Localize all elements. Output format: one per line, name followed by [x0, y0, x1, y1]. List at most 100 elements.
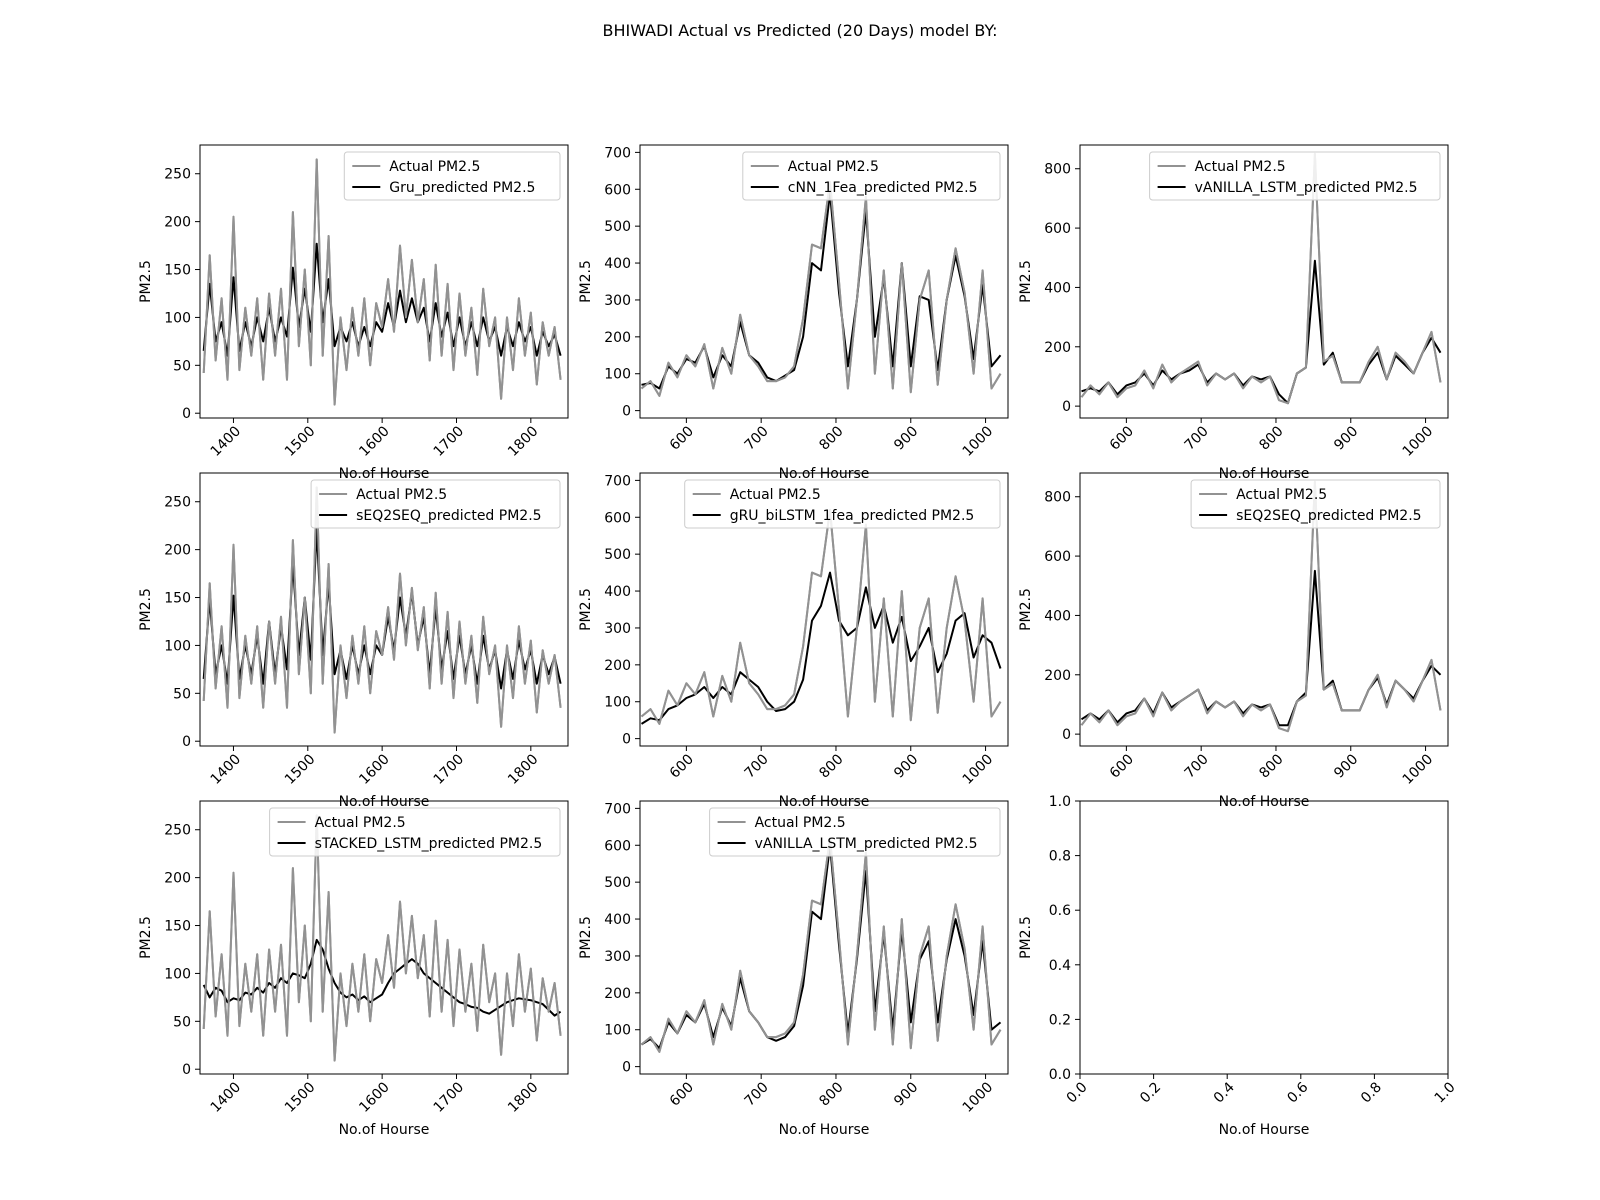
legend-entry: Actual PM2.5	[356, 487, 447, 503]
y-axis-label: PM2.5	[138, 260, 154, 303]
axes-frame	[639, 800, 1009, 1075]
y-tick-label: 0	[182, 406, 191, 422]
x-axis-label: No.of Hourse	[1219, 794, 1310, 810]
legend-entry: vANILLA_LSTM_predicted PM2.5	[1195, 180, 1418, 196]
legend-box	[343, 151, 561, 201]
y-tick-label: 50	[173, 1014, 191, 1030]
y-tick-label: 700	[604, 801, 631, 817]
axes-frame	[1079, 144, 1449, 419]
x-axis-label: No.of Hourse	[779, 1122, 870, 1138]
y-tick-label: 800	[1044, 162, 1071, 178]
y-axis-label: PM2.5	[578, 260, 594, 303]
axes-frame	[199, 800, 569, 1075]
series-line-actual-overlay	[640, 508, 1002, 725]
x-axis-label: No.of Hourse	[779, 794, 870, 810]
legend-entry: Actual PM2.5	[1195, 159, 1286, 175]
y-tick-label: 800	[1044, 490, 1071, 506]
legend-entry: Actual PM2.5	[755, 815, 846, 831]
axes-frame	[1079, 800, 1449, 1075]
y-tick-label: 600	[604, 838, 631, 854]
series-line-predicted	[640, 571, 1002, 725]
axes-frame	[1079, 472, 1449, 747]
y-tick-label: 150	[164, 263, 191, 279]
legend-entry: cNN_1Fea_predicted PM2.5	[788, 180, 978, 196]
y-axis-label: PM2.5	[1018, 916, 1034, 959]
legend-entry: Actual PM2.5	[1236, 487, 1327, 503]
y-axis-label: PM2.5	[138, 916, 154, 959]
series-line-actual-overlay	[202, 158, 562, 406]
axes-frame	[639, 144, 1009, 419]
y-tick-label: 0	[622, 404, 631, 420]
y-axis-label: PM2.5	[1018, 588, 1034, 631]
y-tick-label: 250	[164, 167, 191, 183]
y-tick-label: 500	[604, 875, 631, 891]
y-tick-label: 150	[164, 591, 191, 607]
y-tick-label: 0	[182, 734, 191, 750]
y-tick-label: 400	[604, 256, 631, 272]
y-tick-label: 400	[1044, 608, 1071, 624]
x-axis-label: No.of Hourse	[339, 794, 430, 810]
y-tick-label: 0.4	[1049, 958, 1071, 974]
y-tick-label: 50	[173, 358, 191, 374]
y-tick-label: 100	[164, 310, 191, 326]
y-tick-label: 100	[164, 638, 191, 654]
y-tick-label: 0	[622, 732, 631, 748]
y-tick-label: 600	[604, 182, 631, 198]
y-tick-label: 200	[164, 543, 191, 559]
legend-entry: sEQ2SEQ_predicted PM2.5	[1236, 508, 1421, 524]
y-tick-label: 600	[1044, 549, 1071, 565]
series-line-actual-overlay	[640, 836, 1002, 1053]
legend-entry: vANILLA_LSTM_predicted PM2.5	[755, 836, 978, 852]
x-axis-label: No.of Hourse	[1219, 1122, 1310, 1138]
y-tick-label: 50	[173, 686, 191, 702]
y-tick-label: 200	[1044, 668, 1071, 684]
y-tick-label: 400	[604, 912, 631, 928]
y-tick-label: 0.6	[1049, 903, 1071, 919]
y-tick-label: 300	[604, 621, 631, 637]
legend: Actual PM2.5 Gru_predicted PM2.5	[343, 151, 561, 201]
legend: Actual PM2.5 sTACKED_LSTM_predicted PM2.5	[269, 807, 561, 857]
legend-box	[269, 807, 561, 857]
y-tick-label: 200	[164, 871, 191, 887]
y-tick-label: 200	[604, 330, 631, 346]
legend-entry: sEQ2SEQ_predicted PM2.5	[356, 508, 541, 524]
y-tick-label: 600	[1044, 221, 1071, 237]
y-tick-label: 150	[164, 919, 191, 935]
y-tick-label: 100	[604, 367, 631, 383]
legend-box	[1149, 151, 1441, 201]
axes-frame	[639, 472, 1009, 747]
legend: Actual PM2.5 cNN_1Fea_predicted PM2.5	[742, 151, 1001, 201]
legend: Actual PM2.5 sEQ2SEQ_predicted PM2.5	[310, 479, 561, 529]
y-tick-label: 0.2	[1049, 1012, 1071, 1028]
legend-entry: Actual PM2.5	[389, 159, 480, 175]
y-axis-label: PM2.5	[138, 588, 154, 631]
y-tick-label: 200	[604, 658, 631, 674]
y-tick-label: 100	[164, 966, 191, 982]
y-tick-label: 0	[182, 1062, 191, 1078]
legend-entry: Actual PM2.5	[730, 487, 821, 503]
legend: Actual PM2.5 vANILLA_LSTM_predicted PM2.5	[1149, 151, 1441, 201]
legend: Actual PM2.5 gRU_biLSTM_1fea_predicted PM…	[684, 479, 1001, 529]
figure-suptitle: BHIWADI Actual vs Predicted (20 Days) mo…	[602, 21, 997, 40]
y-tick-label: 200	[164, 215, 191, 231]
axes-frame	[199, 472, 569, 747]
legend-entry: Gru_predicted PM2.5	[389, 180, 535, 196]
series-line-predicted	[202, 938, 562, 1017]
x-axis-label: No.of Hourse	[339, 1122, 430, 1138]
y-tick-label: 700	[604, 473, 631, 489]
y-tick-label: 0	[622, 1060, 631, 1076]
y-tick-label: 100	[604, 695, 631, 711]
legend-entry: Actual PM2.5	[788, 159, 879, 175]
y-tick-label: 0.0	[1049, 1067, 1071, 1083]
legend: Actual PM2.5 sEQ2SEQ_predicted PM2.5	[1190, 479, 1441, 529]
y-tick-label: 0	[1062, 727, 1071, 743]
series-line-actual-overlay	[1080, 152, 1442, 405]
y-tick-label: 1.0	[1049, 794, 1071, 810]
series-line-actual-overlay	[1080, 480, 1442, 733]
legend-box	[742, 151, 1001, 201]
legend: Actual PM2.5 vANILLA_LSTM_predicted PM2.5	[709, 807, 1001, 857]
y-tick-label: 200	[604, 986, 631, 1002]
